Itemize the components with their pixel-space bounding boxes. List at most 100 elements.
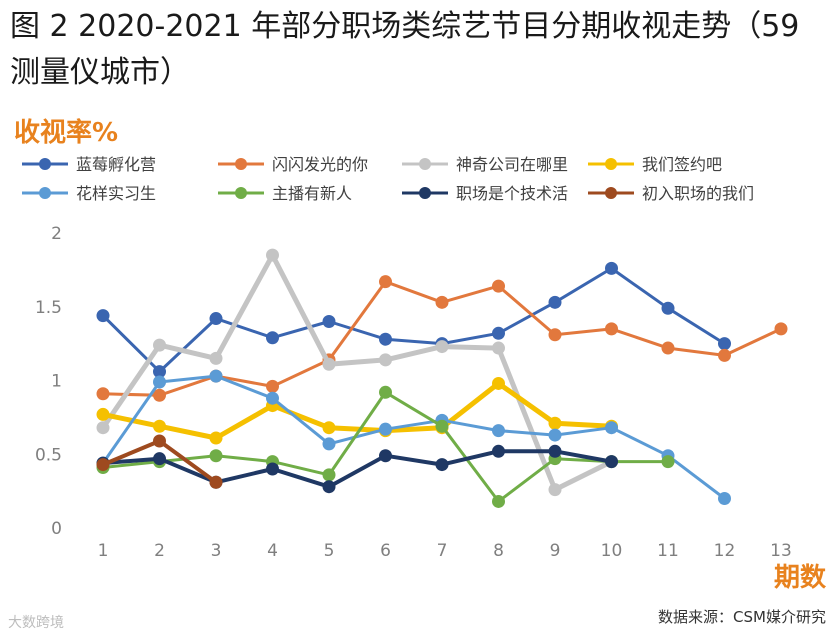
legend-label: 职场是个技术活 bbox=[456, 184, 568, 203]
legend-marker bbox=[235, 158, 247, 170]
data-point bbox=[322, 468, 336, 482]
data-point bbox=[548, 428, 562, 442]
data-point bbox=[322, 421, 336, 435]
legend-label: 我们签约吧 bbox=[642, 155, 722, 174]
data-point bbox=[492, 326, 505, 340]
x-tick-label: 10 bbox=[601, 541, 623, 561]
watermark: 大数跨境 bbox=[8, 615, 64, 631]
legend-marker bbox=[419, 158, 431, 170]
y-tick-label: 0.5 bbox=[35, 445, 62, 465]
data-point bbox=[605, 421, 618, 435]
data-point bbox=[435, 340, 449, 354]
chart-title: 图 2 2020-2021 年部分职场类综艺节目分期收视走势（59 测量仪城市） bbox=[10, 9, 800, 90]
data-point bbox=[435, 458, 449, 472]
x-tick-label: 1 bbox=[98, 541, 109, 561]
y-tick-label: 1 bbox=[51, 372, 62, 392]
series-line bbox=[101, 390, 670, 503]
legend-label: 主播有新人 bbox=[272, 184, 352, 203]
data-point bbox=[492, 424, 505, 438]
data-point bbox=[209, 475, 223, 489]
legend-label: 闪闪发光的你 bbox=[272, 155, 368, 174]
data-point bbox=[492, 341, 505, 355]
legend-item: 主播有新人 bbox=[218, 184, 352, 203]
data-point bbox=[209, 369, 223, 383]
data-point bbox=[266, 331, 279, 345]
data-point bbox=[322, 315, 336, 328]
data-point bbox=[209, 431, 223, 445]
x-tick-label: 4 bbox=[267, 541, 278, 561]
legend-item: 蓝莓孵化营 bbox=[22, 155, 156, 174]
series-group bbox=[96, 385, 675, 508]
data-point bbox=[492, 444, 505, 458]
series-group bbox=[96, 434, 223, 489]
y-axis-ticks: 0 0.5 1 1.5 2 bbox=[35, 224, 62, 539]
data-point bbox=[548, 416, 562, 430]
data-point bbox=[209, 449, 223, 463]
data-point bbox=[548, 483, 562, 497]
data-point bbox=[96, 309, 110, 323]
series-line bbox=[101, 374, 726, 500]
x-axis-label: 期数 bbox=[774, 563, 827, 593]
data-point bbox=[322, 357, 336, 371]
data-point bbox=[209, 351, 223, 365]
series-group bbox=[96, 248, 618, 497]
series-line bbox=[101, 449, 614, 489]
data-point bbox=[379, 449, 392, 463]
data-point bbox=[96, 421, 110, 435]
data-point bbox=[492, 376, 505, 390]
legend-item: 闪闪发光的你 bbox=[218, 155, 368, 174]
x-tick-label: 7 bbox=[437, 541, 448, 561]
data-point bbox=[548, 295, 562, 309]
legend-marker bbox=[605, 158, 617, 170]
data-point bbox=[153, 434, 166, 448]
legend-item: 我们签约吧 bbox=[588, 155, 722, 174]
data-point bbox=[774, 322, 788, 336]
data-point bbox=[718, 492, 731, 505]
legend-marker bbox=[605, 187, 617, 199]
data-point bbox=[153, 375, 166, 389]
legend-label: 初入职场的我们 bbox=[642, 184, 754, 203]
y-tick-label: 1.5 bbox=[35, 298, 62, 318]
legend-marker bbox=[235, 187, 247, 199]
data-point bbox=[153, 419, 166, 433]
data-point bbox=[379, 422, 392, 436]
data-point bbox=[379, 385, 392, 399]
legend-marker bbox=[39, 158, 51, 170]
legend-item: 花样实习生 bbox=[22, 184, 156, 203]
data-point bbox=[661, 341, 675, 355]
series-line bbox=[101, 266, 726, 374]
x-axis-ticks: 1 2 3 4 5 6 7 8 9 10 11 12 13 bbox=[98, 541, 792, 561]
data-point bbox=[548, 328, 562, 342]
data-point bbox=[209, 312, 223, 326]
data-point bbox=[266, 391, 279, 405]
data-point bbox=[153, 338, 166, 352]
data-point bbox=[266, 462, 279, 476]
data-point bbox=[718, 337, 731, 351]
data-point bbox=[266, 379, 279, 393]
legend-marker bbox=[419, 187, 431, 199]
x-tick-label: 13 bbox=[770, 541, 792, 561]
data-point bbox=[379, 353, 392, 367]
data-point bbox=[322, 480, 336, 494]
legend-label: 蓝莓孵化营 bbox=[76, 155, 156, 174]
data-point bbox=[435, 295, 449, 309]
data-point bbox=[605, 322, 618, 336]
data-point bbox=[605, 455, 618, 469]
data-point bbox=[322, 437, 336, 451]
legend-item: 神奇公司在哪里 bbox=[402, 155, 568, 174]
data-point bbox=[435, 419, 449, 433]
x-tick-label: 11 bbox=[657, 541, 679, 561]
series-group bbox=[96, 261, 731, 379]
data-point bbox=[153, 365, 166, 379]
series-line bbox=[100, 380, 614, 441]
data-point bbox=[266, 248, 279, 262]
source-note: 数据来源：CSM媒介研究 bbox=[658, 608, 826, 626]
y-tick-label: 2 bbox=[51, 224, 62, 244]
y-tick-label: 0 bbox=[51, 519, 62, 539]
data-point bbox=[153, 388, 166, 402]
legend-item: 初入职场的我们 bbox=[588, 184, 754, 203]
data-point bbox=[96, 387, 110, 401]
x-tick-label: 2 bbox=[154, 541, 165, 561]
